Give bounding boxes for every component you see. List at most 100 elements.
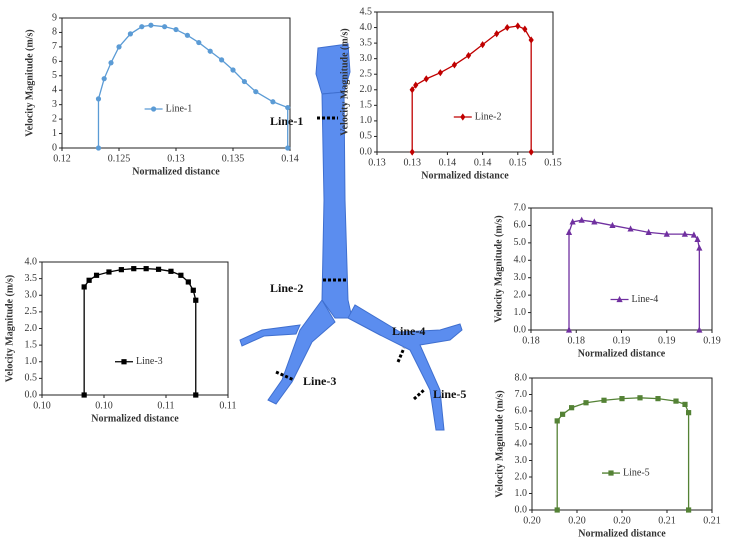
y-tick-label: 3.0	[514, 272, 527, 283]
marker	[86, 277, 92, 283]
airway-label: Line-1	[270, 114, 303, 128]
airway-label: Line-2	[270, 281, 303, 295]
marker	[253, 89, 259, 95]
marker	[101, 76, 107, 82]
x-tick-label: 0.21	[658, 515, 676, 526]
x-tick-label: 0.15	[509, 157, 527, 168]
marker	[93, 272, 100, 278]
marker	[554, 507, 560, 513]
y-tick-label: 3.0	[360, 53, 373, 64]
plot-frame	[376, 11, 554, 153]
y-tick-label: 2.0	[360, 84, 373, 95]
left-upper-branch	[239, 324, 301, 347]
marker	[480, 41, 486, 49]
marker	[121, 359, 127, 365]
airway-label: Line-5	[433, 387, 466, 401]
y-tick-label: 9	[52, 12, 57, 23]
x-axis-title: Normalized distance	[91, 413, 179, 424]
x-tick-label: 0.13	[403, 157, 421, 168]
y-tick-label: 1.0	[25, 356, 38, 367]
marker	[565, 228, 573, 235]
y-tick-label: 7.0	[515, 389, 528, 400]
x-tick-label: 0.18	[522, 335, 540, 346]
y-tick-label: 0.0	[515, 504, 528, 515]
x-tick-label: 0.19	[658, 335, 676, 346]
marker	[655, 396, 661, 402]
y-tick-label: 1.0	[360, 115, 373, 126]
marker	[143, 266, 149, 272]
legend-label: Line-2	[475, 111, 502, 122]
marker	[560, 411, 566, 417]
y-tick-label: 5.0	[515, 422, 528, 433]
y-tick-label: 4.0	[25, 256, 38, 267]
marker	[686, 507, 692, 513]
marker	[583, 400, 589, 406]
marker	[241, 78, 247, 85]
cut-line	[275, 370, 295, 382]
marker	[95, 96, 102, 102]
marker	[673, 398, 679, 404]
x-tick-label: 0.20	[523, 515, 541, 526]
plot-frame	[61, 17, 291, 149]
y-tick-label: 8	[52, 27, 57, 38]
y-tick-label: 0.5	[25, 373, 38, 384]
marker	[528, 36, 534, 44]
y-tick-label: 0.5	[360, 131, 373, 142]
y-tick-label: 0.0	[360, 146, 373, 157]
y-tick-label: 3.5	[360, 37, 373, 48]
legend-label: Line-4	[632, 294, 659, 305]
cut-line	[412, 388, 426, 401]
marker	[184, 32, 190, 38]
x-tick-label: 0.10	[33, 400, 51, 411]
marker	[118, 267, 124, 273]
marker	[681, 230, 688, 237]
marker	[151, 106, 157, 112]
marker	[569, 218, 576, 225]
marker	[423, 75, 429, 83]
y-tick-label: 7	[52, 41, 57, 52]
y-tick-label: 4.0	[514, 255, 527, 266]
marker	[591, 218, 598, 225]
marker	[696, 326, 703, 333]
y-tick-label: 8.0	[515, 372, 528, 383]
y-tick-label: 5	[52, 70, 57, 81]
plot-frame	[530, 207, 713, 331]
x-tick-label: 0.13	[167, 153, 185, 164]
marker	[569, 405, 575, 411]
x-axis-title: Normalized distance	[421, 170, 509, 181]
marker	[465, 51, 472, 60]
chart: 0.0 0.5 1.0 1.5 2.0 2.5 3.0 3.5 4.0 4.5 0.13 0.13 0.…	[339, 6, 561, 181]
marker	[131, 266, 137, 272]
y-axis-title: Velocity Magnitude (m/s)	[24, 29, 35, 136]
y-tick-label: 1.0	[515, 488, 528, 499]
marker	[637, 395, 643, 401]
x-axis-title: Normalized distance	[578, 528, 666, 539]
marker	[108, 60, 114, 66]
y-tick-label: 3.0	[515, 455, 528, 466]
marker	[106, 269, 112, 275]
marker	[81, 284, 87, 290]
x-tick-label: 0.135	[222, 153, 245, 164]
marker	[451, 61, 458, 69]
x-tick-label: 0.14	[439, 157, 457, 168]
marker	[608, 470, 614, 476]
y-tick-label: 6.0	[515, 405, 528, 416]
marker	[116, 44, 122, 50]
marker	[168, 268, 174, 274]
x-tick-label: 0.13	[368, 157, 386, 168]
marker	[148, 22, 154, 28]
marker	[437, 69, 443, 77]
series-line	[83, 268, 197, 395]
marker	[219, 57, 225, 63]
x-tick-label: 0.12	[53, 153, 71, 164]
y-tick-label: 1	[52, 128, 57, 139]
y-tick-label: 4.0	[515, 438, 528, 449]
marker	[616, 295, 623, 303]
right-bronchus	[347, 304, 463, 431]
marker	[196, 39, 202, 46]
y-tick-label: 1.5	[25, 339, 38, 350]
marker	[178, 272, 184, 278]
y-tick-label: 6	[52, 56, 57, 67]
x-tick-label: 0.20	[568, 515, 586, 526]
